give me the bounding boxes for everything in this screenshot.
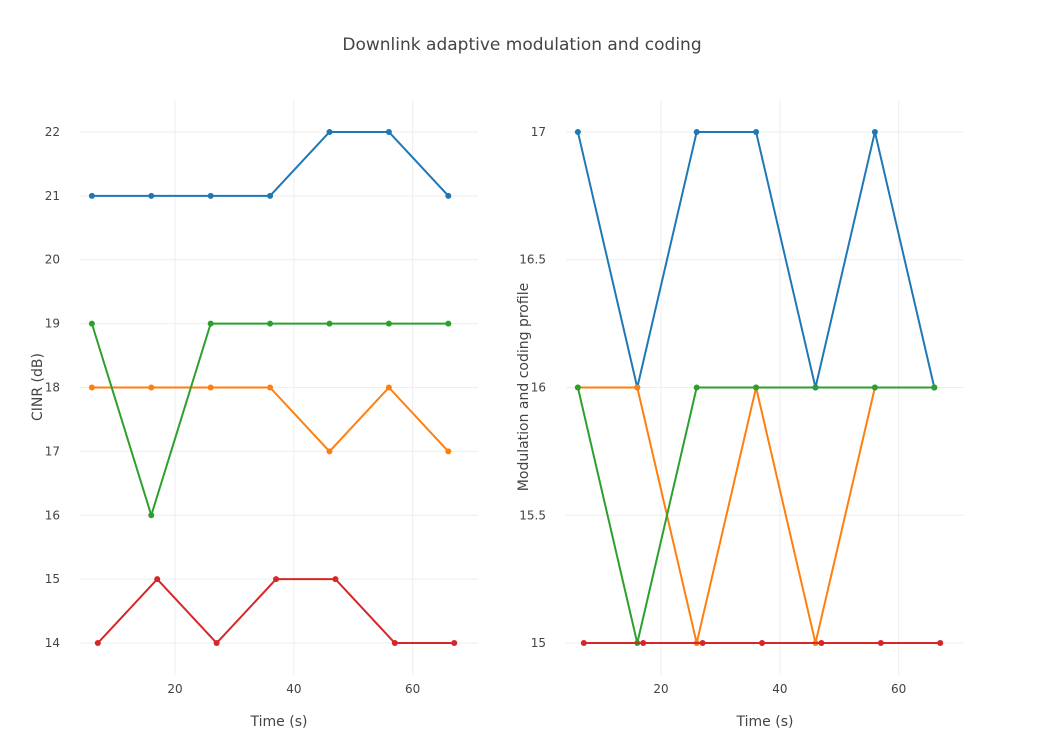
y-tick-label: 20 <box>45 253 60 267</box>
y-tick-label: 14 <box>45 636 60 650</box>
data-point <box>693 128 700 135</box>
data-point <box>634 384 641 391</box>
y-tick-label: 17 <box>531 125 546 139</box>
data-point <box>574 384 581 391</box>
series-line-3 <box>90 322 449 517</box>
data-point <box>580 640 587 647</box>
y-tick-label: 15.5 <box>519 508 546 522</box>
y-tick-label: 17 <box>45 444 60 458</box>
data-point <box>937 640 944 647</box>
data-point <box>148 512 155 519</box>
data-point <box>154 576 161 583</box>
data-point <box>273 576 280 583</box>
data-point <box>445 192 452 199</box>
data-point <box>871 128 878 135</box>
data-point <box>207 384 214 391</box>
series-line-4 <box>97 578 455 645</box>
y-tick-label: 21 <box>45 189 60 203</box>
data-point <box>148 384 155 391</box>
y-tick-label: 19 <box>45 317 60 331</box>
data-point <box>574 128 581 135</box>
data-point <box>759 640 766 647</box>
data-point <box>693 384 700 391</box>
data-point <box>207 192 214 199</box>
data-point <box>267 384 274 391</box>
data-point <box>88 192 95 199</box>
subplot-mcs-profile: 20 40 60 15 15.5 16 16.5 17 Time (s) Modulation a… <box>516 100 964 730</box>
data-point <box>931 384 938 391</box>
y-tick-label: 16.5 <box>519 253 546 267</box>
data-point <box>753 128 760 135</box>
x-tick-label: 60 <box>405 682 420 696</box>
x-axis-label: Time (s) <box>250 714 308 730</box>
y-axis-label: CINR (dB) <box>30 353 46 421</box>
data-point <box>385 384 392 391</box>
data-point <box>445 320 452 327</box>
y-tick-label: 16 <box>45 508 60 522</box>
data-point <box>326 320 333 327</box>
data-point <box>326 448 333 455</box>
data-point <box>753 384 760 391</box>
data-point <box>326 128 333 135</box>
subplot-cinr: 20 40 60 14 15 16 17 18 19 20 21 22 Time (s) CINR (dB… <box>30 100 478 730</box>
data-point <box>640 640 647 647</box>
x-axis-label: Time (s) <box>736 714 794 730</box>
y-tick-label: 22 <box>45 125 60 139</box>
y-tick-label: 16 <box>531 381 546 395</box>
x-tick-label: 40 <box>772 682 787 696</box>
y-tick-label: 18 <box>45 381 60 395</box>
x-tick-label: 40 <box>286 682 301 696</box>
x-tick-label: 20 <box>167 682 182 696</box>
data-point <box>88 320 95 327</box>
series-line-1 <box>91 130 450 197</box>
data-point <box>332 576 339 583</box>
series-line-2 <box>91 386 450 453</box>
x-tick-label: 60 <box>891 682 906 696</box>
data-point <box>267 192 274 199</box>
data-point <box>213 640 220 647</box>
data-point <box>148 192 155 199</box>
data-point <box>818 640 825 647</box>
data-point <box>877 640 884 647</box>
data-point <box>385 320 392 327</box>
y-axis-label: Modulation and coding profile <box>516 283 532 491</box>
data-point <box>94 640 101 647</box>
chart-title: Downlink adaptive modulation and coding <box>342 35 701 55</box>
data-point <box>88 384 95 391</box>
data-point <box>451 640 458 647</box>
y-tick-label: 15 <box>531 636 546 650</box>
x-tick-label: 20 <box>653 682 668 696</box>
data-point <box>267 320 274 327</box>
data-point <box>391 640 398 647</box>
data-point <box>699 640 706 647</box>
data-point <box>207 320 214 327</box>
data-point <box>812 384 819 391</box>
y-tick-label: 15 <box>45 572 60 586</box>
data-point <box>385 128 392 135</box>
data-point <box>445 448 452 455</box>
data-point <box>871 384 878 391</box>
